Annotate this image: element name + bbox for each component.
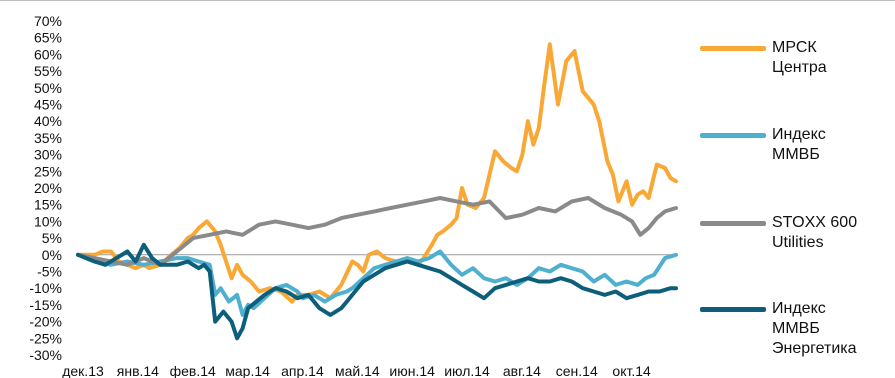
top-border <box>0 0 895 1</box>
y-tick-label: 20% <box>34 180 62 196</box>
x-tick-label: окт.14 <box>612 363 651 378</box>
legend-swatch-micex-energy <box>700 307 766 312</box>
x-axis: дек.13 янв.14 фев.14 мар.14 апр.14 май.14 июн.… <box>62 363 651 378</box>
legend-label-mrsk: МРСК Центра <box>772 39 827 76</box>
y-tick-label: 50% <box>34 80 62 96</box>
x-tick-label: май.14 <box>335 363 380 378</box>
y-tick-label: -30% <box>29 347 62 363</box>
y-tick-label: 15% <box>34 197 62 213</box>
y-tick-label: -5% <box>37 264 62 280</box>
y-tick-label: 10% <box>34 213 62 229</box>
y-tick-label: 40% <box>34 113 62 129</box>
series-line-micex-energy <box>76 242 678 341</box>
y-tick-label: 25% <box>34 163 62 179</box>
x-tick-label: июл.14 <box>444 363 490 378</box>
x-tick-label: дек.13 <box>62 363 104 378</box>
legend-label-micex: Индекс ММВБ <box>772 126 826 163</box>
y-tick-label: -20% <box>29 314 62 330</box>
y-tick-label: -10% <box>29 280 62 296</box>
x-tick-label: июн.14 <box>389 363 435 378</box>
y-tick-label: -15% <box>29 297 62 313</box>
legend-label-micex-energy: Индекс ММВБ Энергетика <box>772 300 857 357</box>
x-tick-label: апр.14 <box>281 363 324 378</box>
series-line-stoxx <box>76 196 678 267</box>
y-tick-label: 5% <box>42 230 62 246</box>
y-tick-label: 30% <box>34 147 62 163</box>
y-axis: 70%65%60%55%50%45%40%35%30%25%20%15%10%5… <box>29 13 62 363</box>
x-tick-label: сен.14 <box>556 363 598 378</box>
y-tick-label: 65% <box>34 30 62 46</box>
legend-swatch-mrsk <box>700 46 766 51</box>
x-tick-label: фев.14 <box>170 363 216 378</box>
legend-swatch-stoxx <box>700 221 766 226</box>
y-tick-label: 35% <box>34 130 62 146</box>
y-tick-label: 55% <box>34 63 62 79</box>
y-tick-label: -25% <box>29 330 62 346</box>
x-tick-label: мар.14 <box>225 363 270 378</box>
series-lines <box>76 42 678 341</box>
legend-label-stoxx: STOXX 600 Utilities <box>772 214 858 251</box>
y-tick-label: 0% <box>42 247 62 263</box>
legend-swatch-micex <box>700 133 766 138</box>
y-tick-label: 45% <box>34 97 62 113</box>
x-tick-label: авг.14 <box>503 363 541 378</box>
x-tick-label: янв.14 <box>117 363 159 378</box>
y-tick-label: 60% <box>34 46 62 62</box>
y-tick-label: 70% <box>34 13 62 29</box>
